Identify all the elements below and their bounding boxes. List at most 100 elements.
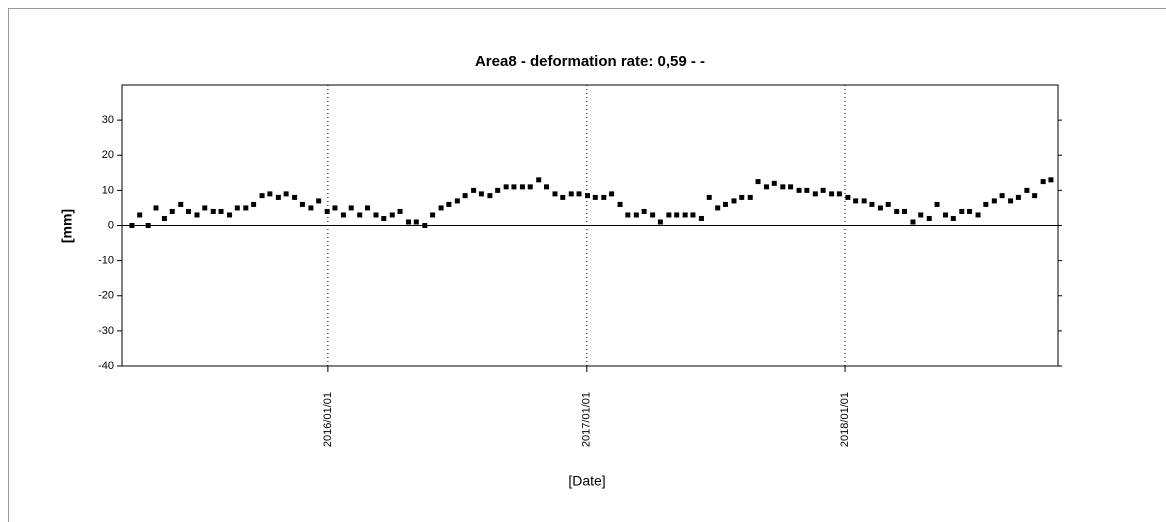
point <box>462 193 468 199</box>
point <box>877 205 883 211</box>
point <box>308 205 314 211</box>
point <box>292 194 298 200</box>
point <box>169 208 175 214</box>
point <box>364 205 370 211</box>
point <box>869 201 875 207</box>
point <box>975 212 981 218</box>
point <box>389 212 395 218</box>
point <box>999 193 1005 199</box>
point <box>332 205 338 211</box>
point <box>731 198 737 204</box>
point <box>137 212 143 218</box>
point <box>739 194 745 200</box>
y-tick-label: -20 <box>98 290 114 302</box>
point <box>918 212 924 218</box>
point <box>910 219 916 225</box>
point <box>487 193 493 199</box>
point <box>234 205 240 211</box>
point <box>641 208 647 214</box>
point <box>698 215 704 221</box>
point <box>674 212 680 218</box>
point <box>796 187 802 193</box>
y-tick-label: -30 <box>98 325 114 337</box>
point <box>267 191 273 197</box>
point <box>592 194 598 200</box>
point <box>519 184 525 190</box>
point <box>511 184 517 190</box>
point <box>601 194 607 200</box>
point <box>413 219 419 225</box>
point <box>348 205 354 211</box>
point <box>633 212 639 218</box>
frame <box>8 8 1166 522</box>
y-tick-label: 20 <box>102 149 114 161</box>
point <box>967 208 973 214</box>
point <box>747 194 753 200</box>
point <box>471 187 477 193</box>
point <box>357 212 363 218</box>
point <box>218 208 224 214</box>
point <box>178 201 184 207</box>
point <box>926 215 932 221</box>
point <box>560 194 566 200</box>
point <box>406 219 412 225</box>
point <box>251 201 257 207</box>
point <box>788 184 794 190</box>
point <box>983 201 989 207</box>
y-tick-label: -10 <box>98 255 114 267</box>
point <box>568 191 574 197</box>
point <box>657 219 663 225</box>
point <box>959 208 965 214</box>
point <box>1024 187 1030 193</box>
point <box>324 208 330 214</box>
point <box>552 191 558 197</box>
point <box>527 184 533 190</box>
point <box>666 212 672 218</box>
point <box>438 205 444 211</box>
point <box>950 215 956 221</box>
point <box>1008 198 1014 204</box>
point <box>422 223 428 228</box>
point <box>706 194 712 200</box>
point <box>446 201 452 207</box>
point <box>153 205 159 211</box>
point <box>1015 194 1021 200</box>
point <box>129 223 135 228</box>
point <box>943 212 949 218</box>
point <box>991 198 997 204</box>
point <box>715 205 721 211</box>
point <box>894 208 900 214</box>
point <box>299 201 305 207</box>
y-tick-label: 10 <box>102 184 114 196</box>
x-tick-label: 2016/01/01 <box>322 392 334 447</box>
y-tick-label: -40 <box>98 360 114 372</box>
point <box>764 184 770 190</box>
point <box>478 191 484 197</box>
point <box>885 201 891 207</box>
point <box>771 180 777 186</box>
point <box>682 212 688 218</box>
point <box>259 193 265 199</box>
point <box>503 184 509 190</box>
point <box>161 215 167 221</box>
point <box>617 201 623 207</box>
point <box>690 212 696 218</box>
point <box>194 212 200 218</box>
point <box>609 191 615 197</box>
point <box>283 191 289 197</box>
x-tick-label: 2018/01/01 <box>839 392 851 447</box>
point <box>145 223 151 228</box>
point <box>536 177 542 183</box>
point <box>397 208 403 214</box>
point <box>934 201 940 207</box>
point <box>275 194 281 200</box>
point <box>381 215 387 221</box>
point <box>210 208 216 214</box>
point <box>227 212 233 218</box>
point <box>576 191 582 197</box>
point <box>585 193 591 199</box>
point <box>812 191 818 197</box>
y-tick-label: 30 <box>102 114 114 126</box>
